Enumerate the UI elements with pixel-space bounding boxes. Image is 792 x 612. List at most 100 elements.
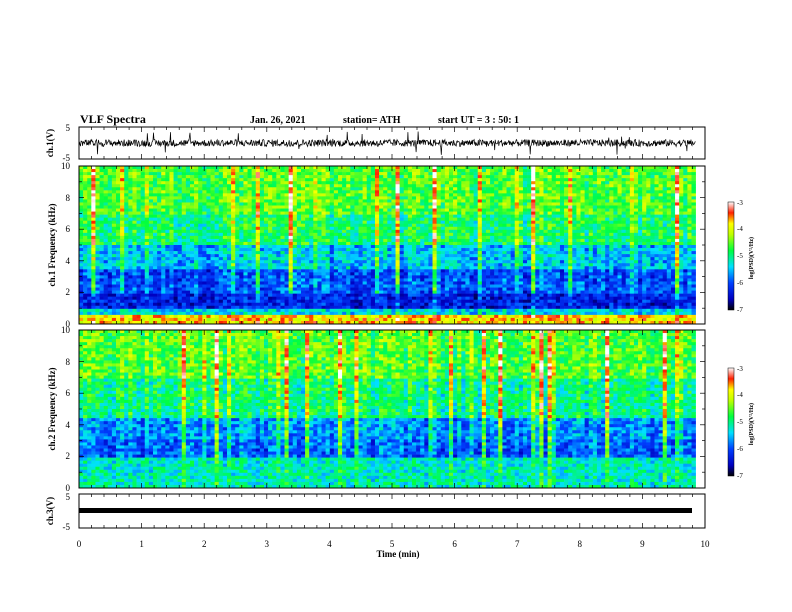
- ch1-spectrogram-cell: [152, 223, 158, 228]
- ch1-spectrogram-cell: [358, 290, 363, 294]
- ch1-spectrogram-cell: [432, 217, 437, 221]
- ch1-spectrogram-cell: [366, 293, 372, 297]
- ch1-spectrogram-cell: [428, 205, 433, 209]
- ch1-spectrogram-cell: [128, 172, 133, 176]
- ch1-spectrogram-cell: [99, 181, 104, 185]
- ch1-spectrogram-cell: [140, 305, 146, 310]
- ch1-spectrogram-cell: [284, 208, 289, 212]
- ch1-spectrogram-cell: [251, 263, 257, 267]
- ch1-spectrogram-cell: [333, 220, 339, 225]
- ch1-spectrogram-cell: [202, 278, 207, 282]
- ch1-spectrogram-cell: [387, 245, 392, 249]
- ch1-spectrogram-cell: [144, 263, 150, 267]
- ch1-spectrogram-cell: [436, 199, 442, 203]
- ch1-spectrogram-cell: [395, 181, 400, 185]
- ch1-spectrogram-cell: [128, 272, 133, 276]
- ch1-spectrogram-cell: [132, 263, 137, 267]
- ch1-spectrogram-cell: [189, 184, 195, 188]
- ch1-spectrogram-cell: [354, 226, 359, 231]
- ch1-spectrogram-cell: [239, 220, 244, 225]
- ch1-spectrogram-cell: [124, 199, 129, 203]
- ch1-spectrogram-cell: [214, 266, 220, 270]
- ch1-spectrogram-cell: [276, 245, 281, 249]
- ch1-spectrogram-cell: [416, 254, 421, 258]
- ch1-spectrogram-cell: [95, 172, 100, 176]
- ch1-spectrogram-cell: [354, 205, 359, 209]
- ch1-spectrogram-cell: [337, 257, 343, 261]
- ch1-spectrogram-cell: [383, 296, 388, 300]
- ch1-spectrogram-cell: [202, 269, 207, 273]
- ch1-spectrogram-cell: [272, 208, 277, 212]
- ch1-spectrogram-cell: [284, 205, 289, 209]
- ch1-spectrogram-cell: [161, 278, 166, 282]
- ch1-spectrogram-cell: [263, 241, 269, 246]
- ch1-spectrogram-cell: [194, 287, 199, 291]
- ch1-spectrogram-cell: [317, 226, 322, 231]
- ch1-spectrogram-cell: [87, 296, 92, 300]
- ch1-spectrogram-cell: [226, 254, 232, 258]
- ch1-spectrogram-cell: [461, 187, 466, 191]
- ch1-spectrogram-cell: [95, 266, 100, 270]
- ch1-spectrogram-cell: [342, 235, 347, 240]
- ch1-spectrogram-cell: [395, 208, 400, 212]
- ch1-spectrogram-cell: [268, 184, 273, 188]
- ch1-spectrogram-cell: [144, 226, 150, 231]
- ch1-spectrogram-cell: [148, 202, 154, 206]
- ch1-spectrogram-cell: [391, 214, 396, 218]
- ch1-spectrogram-cell: [374, 266, 380, 270]
- ch1-spectrogram-cell: [111, 284, 117, 288]
- ch1-spectrogram-cell: [276, 284, 281, 288]
- ch1-spectrogram-cell: [448, 226, 454, 231]
- ch1-spectrogram-cell: [124, 202, 129, 206]
- ch1-spectrogram-cell: [116, 166, 121, 170]
- ch1-spectrogram-cell: [403, 254, 409, 258]
- ch1-spectrogram-cell: [107, 190, 113, 194]
- ch1-spectrogram-cell: [107, 299, 113, 304]
- ch1-spectrogram-cell: [120, 223, 125, 228]
- ch1-spectrogram-cell: [325, 214, 331, 218]
- ch1-spectrogram-cell: [210, 245, 215, 249]
- ch1-spectrogram-cell: [313, 187, 318, 191]
- ch1-ytick-bottom: -5: [63, 153, 71, 163]
- ch1-spectrogram-cell: [383, 193, 388, 197]
- ch1-spectrogram-cell: [358, 296, 363, 300]
- ch1-spectrogram-cell: [189, 211, 195, 215]
- ch1-spectrogram-cell: [329, 272, 335, 276]
- ch1-spectrogram-cell: [358, 278, 363, 282]
- ch1-spectrogram-cell: [103, 181, 109, 185]
- ch1-spectrogram-cell: [387, 269, 392, 273]
- ch1-spectrogram-cell: [177, 226, 183, 231]
- ch1-spectrogram-cell: [383, 178, 388, 182]
- ch1-spectrogram-cell: [247, 257, 252, 261]
- ch1-spectrogram-cell: [268, 269, 273, 273]
- ch1-spectrogram-cell: [132, 232, 137, 237]
- ch1-spectrogram-cell: [79, 208, 84, 212]
- ch1-spectrogram-cell: [424, 196, 429, 200]
- ch1-spectrogram-cell: [214, 296, 220, 300]
- ch1-spectrogram-cell: [333, 178, 339, 182]
- ch1-spectrogram-cell: [194, 275, 199, 279]
- ch1-spectrogram-cell: [107, 169, 113, 173]
- ch1-spectrogram-cell: [448, 302, 454, 307]
- ch1-spectrogram-cell: [292, 166, 298, 170]
- ch1-spectrogram-cell: [358, 199, 363, 203]
- ch1-spectrogram-cell: [321, 184, 326, 188]
- ch1-spectrogram-cell: [202, 238, 207, 243]
- ch1-spectrogram-cell: [103, 269, 109, 273]
- ch1-spectrogram-cell: [362, 214, 368, 218]
- ch1-spectrogram-cell: [403, 211, 409, 215]
- ch1-spectrogram-cell: [440, 260, 446, 264]
- ch1-spectrogram-cell: [424, 226, 429, 231]
- ch1-spectrogram-cell: [148, 290, 154, 294]
- ch1-spectrogram-cell: [288, 178, 294, 182]
- ch1-spectrogram-cell: [448, 317, 454, 322]
- ch1-spectrogram-cell: [346, 187, 351, 191]
- ch1-spectrogram-cell: [342, 320, 347, 325]
- ch1-spectrogram-cell: [222, 260, 228, 264]
- ch1-spectrogram-cell: [103, 305, 109, 310]
- ch1-spectrogram-cell: [313, 290, 318, 294]
- ch1-spectrogram-cell: [181, 226, 187, 231]
- ch1-spectrogram-cell: [91, 287, 96, 291]
- ch1-spectrogram-cell: [379, 217, 384, 221]
- ch1-spectrogram-cell: [268, 238, 273, 243]
